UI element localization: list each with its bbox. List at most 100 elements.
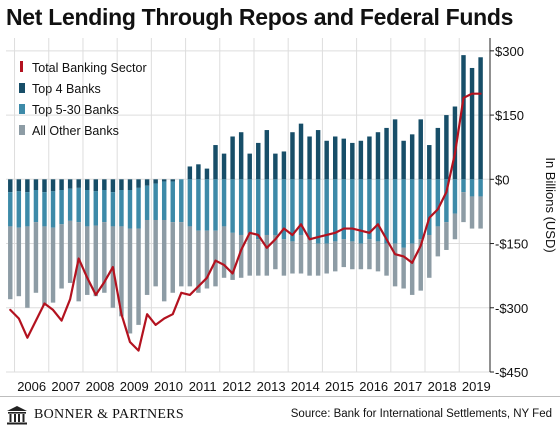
x-tick-label: 2009 — [120, 379, 149, 394]
top5_30-bar — [315, 179, 321, 244]
top4-bar — [153, 179, 158, 184]
top4-bar — [85, 179, 90, 191]
y-tick-label: -$150 — [495, 237, 528, 252]
legend-line-swatch — [20, 61, 23, 72]
other-bar — [418, 239, 423, 291]
top5_30-bar — [264, 179, 270, 235]
other-bar — [59, 224, 64, 289]
other-bar — [8, 226, 13, 300]
top5_30-bar — [418, 179, 423, 240]
other-bar — [401, 247, 406, 289]
other-bar — [392, 243, 398, 287]
other-bar — [435, 226, 441, 257]
other-bar — [409, 243, 415, 295]
brand-name: BONNER & PARTNERS — [34, 407, 184, 422]
top4-bar — [8, 179, 13, 193]
top4-bar — [127, 179, 133, 191]
y-tick-label: $0 — [495, 172, 509, 187]
top5_30-bar — [444, 179, 449, 223]
x-tick-label: 2010 — [154, 379, 183, 394]
other-bar — [281, 239, 287, 276]
top4-bar — [187, 166, 193, 180]
top4-bar — [16, 179, 22, 192]
top5_30-bar — [478, 179, 483, 197]
legend-bar-swatch — [19, 83, 25, 93]
y-tick-label: $150 — [495, 108, 524, 123]
other-bar — [42, 226, 47, 306]
top5_30-bar — [230, 179, 235, 233]
x-tick-label: 2018 — [428, 379, 457, 394]
top5_30-bar — [50, 191, 56, 228]
top4-bar — [59, 179, 64, 191]
top4-bar — [230, 136, 235, 180]
other-bar — [333, 241, 338, 272]
top5_30-bar — [196, 179, 201, 231]
top4-bar — [444, 115, 449, 180]
top4-bar — [273, 153, 278, 180]
top4-bar — [418, 119, 423, 180]
other-bar — [247, 232, 252, 276]
top5_30-bar — [93, 191, 99, 226]
brand-logo: BONNER & PARTNERS — [6, 404, 184, 426]
top5_30-bar — [8, 192, 13, 227]
top5_30-bar — [204, 179, 210, 231]
top5_30-bar — [247, 179, 252, 233]
top4-bar — [42, 179, 47, 193]
x-tick-label: 2017 — [393, 379, 422, 394]
top4-bar — [392, 119, 398, 180]
top4-bar — [333, 136, 338, 180]
top4-bar — [384, 127, 389, 180]
other-bar — [273, 234, 278, 270]
other-bar — [161, 219, 167, 302]
footer-divider — [0, 396, 560, 397]
top4-bar — [204, 168, 210, 180]
top5_30-bar — [452, 179, 458, 214]
other-bar — [67, 220, 73, 283]
x-tick-label: 2007 — [51, 379, 80, 394]
legend: Total Banking Sector Top 4 Banks Top 5-30 … — [19, 61, 147, 138]
top4-bar — [170, 179, 175, 182]
legend-bar-swatch — [19, 125, 25, 135]
total-line-layer — [9, 92, 482, 352]
top4-bar — [161, 179, 167, 182]
top4-bar — [76, 179, 81, 188]
legend-label: All Other Banks — [32, 124, 119, 138]
top5_30-bar — [273, 179, 278, 235]
top5_30-bar — [76, 187, 81, 223]
top5_30-bar — [136, 187, 141, 229]
top4-bar — [196, 164, 201, 180]
other-bar — [375, 241, 381, 272]
other-bar — [170, 222, 175, 293]
other-bar — [452, 213, 458, 240]
top4-bar — [144, 179, 150, 186]
other-bar — [144, 219, 150, 295]
top5_30-bar — [358, 179, 364, 244]
top5_30-bar — [221, 179, 227, 227]
bars — [8, 55, 483, 334]
top5_30-bar — [256, 179, 261, 240]
other-bar — [461, 192, 466, 223]
other-bar — [264, 234, 270, 276]
top5_30-bar — [333, 179, 338, 242]
top5_30-bar — [409, 179, 415, 244]
other-bar — [367, 239, 372, 270]
other-bar — [478, 196, 483, 229]
gridlines — [6, 38, 490, 373]
chart-title: Net Lending Through Repos and Federal Fu… — [6, 4, 514, 30]
top4-bar — [452, 106, 458, 180]
x-tick-label: 2019 — [462, 379, 491, 394]
top5_30-bar — [25, 192, 30, 227]
top4-bar — [213, 145, 218, 180]
top4-bar — [409, 134, 415, 180]
top4-bar — [435, 127, 441, 180]
top5_30-bar — [170, 181, 175, 223]
other-bar — [136, 228, 141, 325]
other-bar — [204, 230, 210, 289]
other-bar — [127, 228, 133, 334]
top4-bar — [350, 142, 355, 180]
top4-bar — [324, 140, 329, 180]
total-banking-sector-line — [9, 92, 482, 352]
other-bar — [16, 227, 22, 297]
top5_30-bar — [144, 185, 150, 220]
top4-bar — [264, 130, 270, 180]
